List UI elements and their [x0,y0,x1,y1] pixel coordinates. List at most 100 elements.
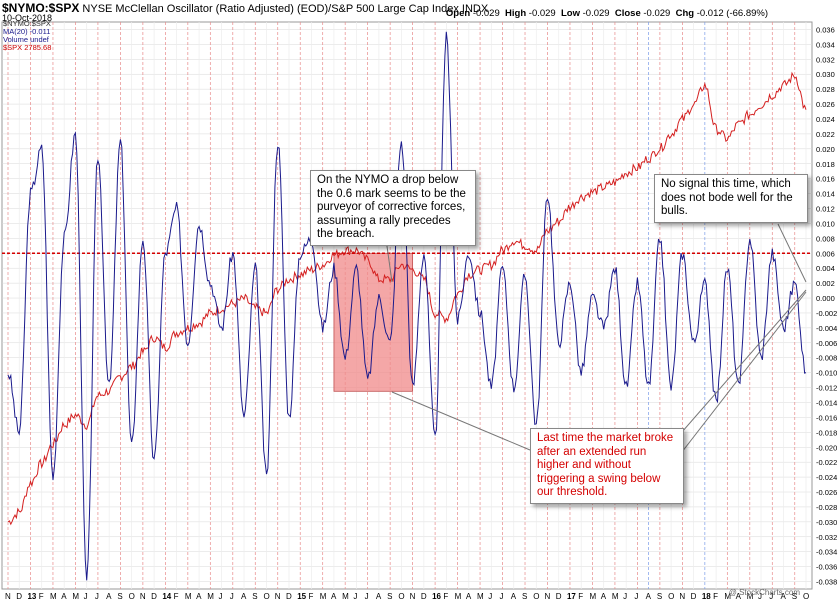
callout-pointer [667,291,807,471]
x-tick-label: S [117,592,122,601]
y-tick-label: -0.034 [816,548,837,557]
x-tick-label: N [275,592,281,601]
y-tick-label: 0.000 [816,294,835,303]
y-tick-label: 0.010 [816,219,835,228]
y-tick-label: 0.028 [816,85,835,94]
y-tick-label: -0.032 [816,533,837,542]
x-tick-label: A [736,592,742,601]
x-tick-label: S [387,592,392,601]
x-tick-label: J [634,592,638,601]
series-nymo [7,31,807,581]
x-tick-label: M [747,592,754,601]
x-tick-label: J [365,592,369,601]
x-tick-label: J [84,592,88,601]
x-tick-label: 18 [702,592,711,601]
x-tick-label: D [16,592,22,601]
x-tick-label: A [466,592,472,601]
x-tick-label: J [758,592,762,601]
x-tick-label: M [342,592,349,601]
close-value: -0.029 [643,8,671,19]
x-tick-label: M [50,592,57,601]
x-tick-label: N [410,592,416,601]
open-value: -0.029 [472,8,500,19]
x-tick-label: M [72,592,79,601]
x-tick-label: F [174,592,179,601]
legend: $NYMO:$SPX MA(20) -0.011 Volume undef $S… [3,20,51,52]
x-tick-label: F [308,592,313,601]
x-tick-label: M [724,592,731,601]
y-tick-label: -0.038 [816,578,837,587]
close-label: Close [614,8,641,19]
legend-spx: $SPX 2785.68 [3,43,52,52]
x-tick-label: N [5,592,11,601]
x-tick-label: A [61,592,67,601]
x-tick-label: A [106,592,112,601]
highlight-box [333,252,414,392]
y-tick-label: -0.016 [816,413,837,422]
high-label: High [505,8,527,19]
legend-ma: MA(20) -0.011 [3,27,51,36]
y-tick-label: -0.030 [816,518,837,527]
x-tick-label: A [241,592,247,601]
y-tick-label: 0.020 [816,145,835,154]
x-tick-label: A [331,592,337,601]
x-tick-label: J [623,592,627,601]
y-tick-label: -0.020 [816,443,837,452]
x-tick-label: D [286,592,292,601]
y-tick-label: -0.028 [816,503,837,512]
x-tick-label: J [95,592,99,601]
x-tick-label: M [477,592,484,601]
x-tick-label: S [252,592,257,601]
x-tick-label: F [39,592,44,601]
callout-no-signal: No signal this time, which does not bode… [654,174,808,223]
y-tick-label: 0.016 [816,175,835,184]
y-tick-label: -0.014 [816,398,837,407]
y-tick-label: 0.008 [816,234,835,243]
y-tick-label: -0.024 [816,473,837,482]
y-tick-label: 0.022 [816,130,835,139]
open-label: Open [445,8,471,19]
x-tick-label: J [219,592,223,601]
x-tick-label: F [443,592,448,601]
x-tick-label: N [679,592,685,601]
x-tick-label: J [500,592,504,601]
y-tick-label: 0.006 [816,249,835,258]
chart-date: 10-Oct-2018 [2,13,53,23]
y-tick-label: 0.024 [816,115,835,124]
y-tick-label: -0.002 [816,309,837,318]
credit-text: @ StockCharts.com [728,588,800,597]
callout-pointer [667,289,807,449]
x-tick-label: N [544,592,550,601]
y-tick-label: 0.018 [816,160,835,169]
x-tick-label: O [533,592,539,601]
legend-volume: Volume undef [3,35,49,44]
x-tick-label: M [455,592,462,601]
x-tick-label: J [769,592,773,601]
y-tick-label: -0.022 [816,458,837,467]
x-tick-label: J [488,592,492,601]
y-tick-label: -0.004 [816,324,837,333]
x-tick-label: D [421,592,427,601]
symbol: $NYMO:$SPX [2,1,80,15]
y-tick-label: 0.036 [816,25,835,34]
x-tick-label: S [657,592,662,601]
y-tick-label: -0.008 [816,354,837,363]
low-value: -0.029 [582,8,610,19]
y-tick-label: -0.006 [816,339,837,348]
x-tick-label: 14 [162,592,171,601]
x-tick-label: A [376,592,382,601]
callout-threshold-note: On the NYMO a drop below the 0.6 mark se… [310,170,476,246]
chart-title: $NYMO:$SPX NYSE McClellan Oscillator (Ra… [2,1,488,15]
x-tick-label: D [691,592,697,601]
chg-label: Chg [675,8,695,19]
x-tick-label: J [230,592,234,601]
callout-last-time: Last time the market broke after an exte… [530,428,684,504]
x-tick-label: 17 [567,592,576,601]
x-tick-label: 13 [27,592,36,601]
y-tick-label: 0.026 [816,100,835,109]
x-tick-label: D [556,592,562,601]
y-tick-label: -0.036 [816,563,837,572]
y-tick-label: 0.014 [816,190,835,199]
x-tick-label: M [612,592,619,601]
x-tick-label: O [803,592,809,601]
